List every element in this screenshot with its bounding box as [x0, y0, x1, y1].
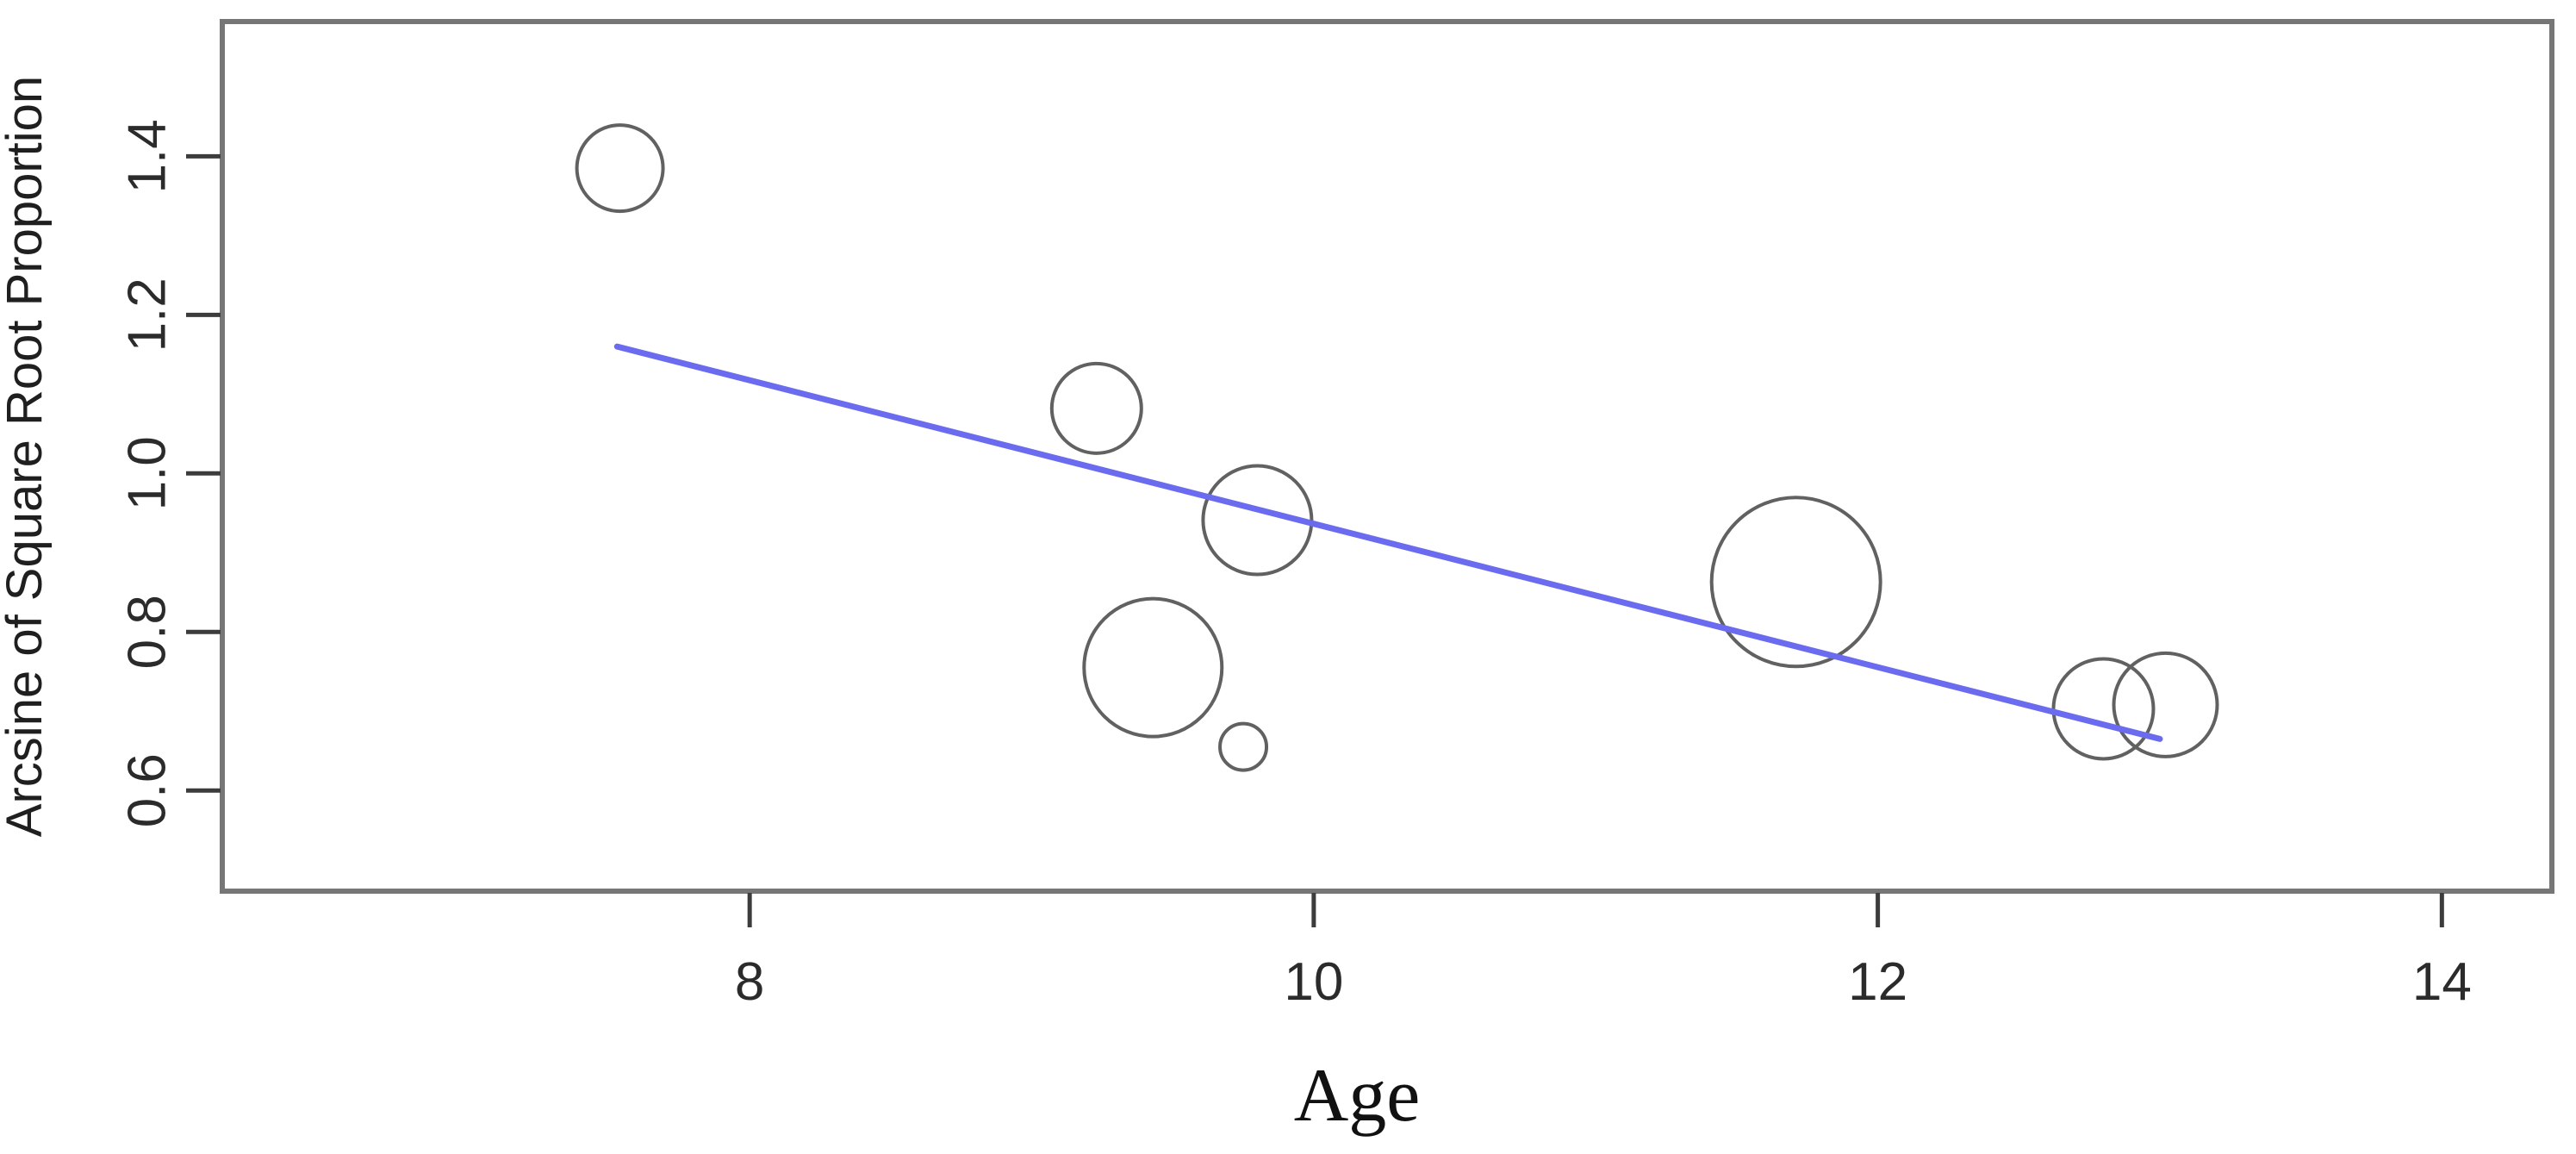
- x-axis-tick-label: 12: [1848, 952, 1907, 1012]
- x-axis-tick-label: 14: [2412, 952, 2472, 1012]
- plot-border: [220, 19, 2554, 894]
- bubble: [2051, 657, 2156, 761]
- y-axis: 0.6 0.8 1.0 1.2 1.4: [118, 119, 221, 827]
- x-axis-title: Age: [1294, 1054, 1421, 1138]
- x-axis: 8 10 12 14: [735, 893, 2472, 1012]
- x-axis-tick-label: 10: [1284, 952, 1343, 1012]
- y-axis-tick-label: 1.2: [118, 278, 177, 352]
- bubble: [575, 123, 665, 214]
- x-axis-tick-label: 8: [735, 952, 764, 1012]
- y-axis-tick-label: 1.0: [118, 436, 177, 510]
- bubbles: [575, 123, 2219, 772]
- bubble: [1082, 596, 1224, 739]
- bubble: [1049, 361, 1143, 455]
- y-axis-title: Arcsine of Square Root Proportion: [0, 76, 53, 837]
- bubble: [1218, 721, 1269, 772]
- bubble: [1709, 496, 1882, 669]
- bubble: [2112, 651, 2219, 758]
- regression-line: [613, 343, 2163, 742]
- y-axis-tick-label: 0.6: [118, 753, 177, 827]
- y-axis-tick-label: 1.4: [118, 119, 177, 193]
- y-axis-tick-label: 0.8: [118, 595, 177, 669]
